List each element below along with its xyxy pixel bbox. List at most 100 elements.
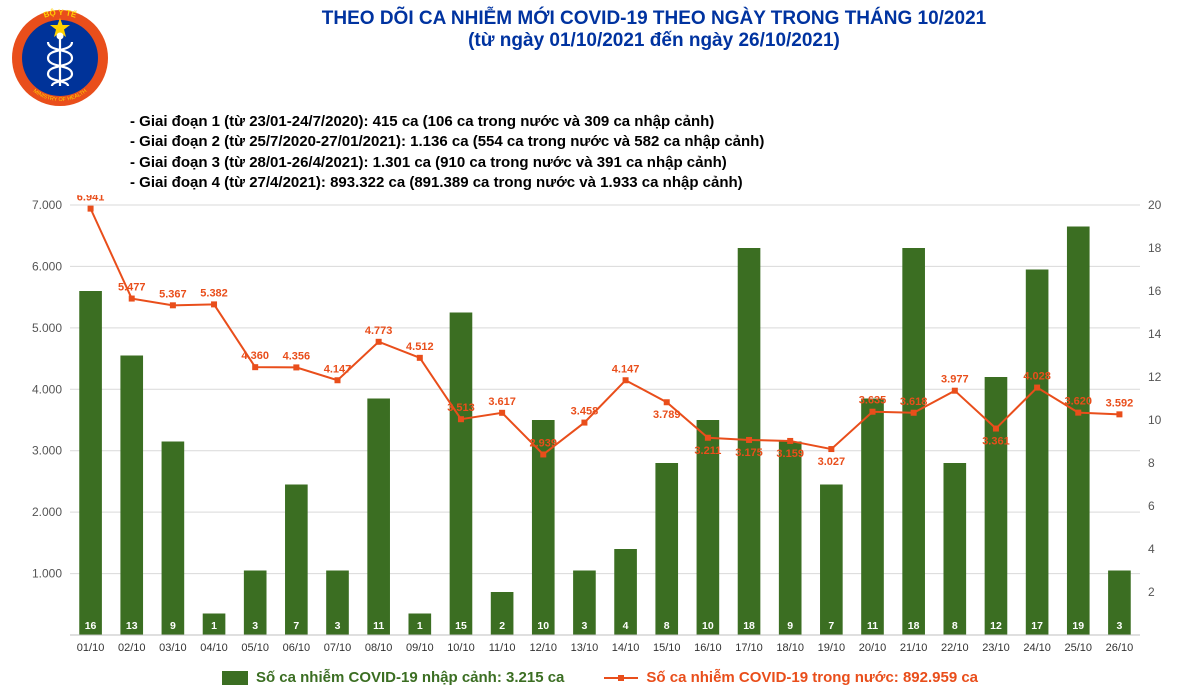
legend-text: Số ca nhiễm COVID-19 nhập cảnh: 3.215 ca [256,669,564,686]
x-tick-label: 07/10 [324,642,352,654]
bar-value-label: 18 [908,620,920,632]
line-marker [911,410,917,416]
bar-value-label: 18 [743,620,755,632]
x-tick-label: 17/10 [735,642,763,654]
bar-value-label: 3 [1117,620,1123,632]
title-line-1: THEO DÕI CA NHIỄM MỚI COVID-19 THEO NGÀY… [118,8,1190,30]
bar [943,463,966,635]
bar-value-label: 11 [867,620,878,632]
bar-value-label: 8 [952,620,958,632]
line-value-label: 3.789 [653,409,681,421]
x-tick-label: 23/10 [982,642,1010,654]
title-block: THEO DÕI CA NHIỄM MỚI COVID-19 THEO NGÀY… [118,8,1190,52]
y-right-tick: 2 [1148,585,1155,599]
bar-value-label: 19 [1072,620,1084,632]
bar-value-label: 10 [702,620,714,632]
bar-value-label: 1 [417,620,423,632]
y-left-tick: 6.000 [32,259,62,273]
line-marker [1075,410,1081,416]
y-right-tick: 6 [1148,499,1155,513]
bar-value-label: 3 [582,620,588,632]
note-line: - Giai đoạn 3 (từ 28/01-26/4/2021): 1.30… [130,153,1190,173]
line-value-label: 4.028 [1023,371,1051,383]
y-left-tick: 4.000 [32,382,62,396]
bar-value-label: 16 [85,620,97,632]
line-value-label: 3.635 [859,395,887,407]
line-value-label: 3.361 [982,436,1010,448]
y-right-tick: 14 [1148,327,1162,341]
bar [820,485,843,636]
bar-value-label: 3 [252,620,258,632]
notes-block: - Giai đoạn 1 (từ 23/01-24/7/2020): 415 … [130,112,1190,193]
header: BỘ Y TẾ MINISTRY OF HEALTH THEO DÕI CA N… [10,8,1190,108]
x-tick-label: 26/10 [1106,642,1134,654]
line-marker [1034,385,1040,391]
line-marker [828,446,834,452]
bar-value-label: 3 [335,620,341,632]
y-right-tick: 18 [1148,241,1162,255]
x-tick-label: 25/10 [1065,642,1093,654]
line-value-label: 4.360 [241,350,269,362]
bar-value-label: 12 [990,620,1002,632]
line-value-label: 5.477 [118,282,146,294]
line-value-label: 4.512 [406,341,434,353]
x-tick-label: 06/10 [283,642,311,654]
line-value-label: 3.513 [447,402,475,414]
bar-value-label: 7 [828,620,834,632]
x-tick-label: 24/10 [1023,642,1051,654]
line-value-label: 3.458 [571,406,599,418]
bar-value-label: 4 [623,620,629,632]
line-value-label: 4.356 [283,350,311,362]
bar [779,442,802,636]
logo-svg: BỘ Y TẾ MINISTRY OF HEALTH [10,8,110,108]
line-value-label: 3.977 [941,374,969,386]
line-marker [581,420,587,426]
bar-value-label: 2 [499,620,505,632]
title-line-2: (từ ngày 01/10/2021 đến ngày 26/10/2021) [118,30,1190,52]
bar [985,377,1008,635]
x-tick-label: 18/10 [776,642,804,654]
bar [655,463,678,635]
legend: Số ca nhiễm COVID-19 nhập cảnh: 3.215 ca… [10,669,1190,686]
line-marker [870,409,876,415]
y-left-tick: 1.000 [32,567,62,581]
legend-swatch-line [604,671,638,685]
line-marker [170,302,176,308]
x-tick-label: 15/10 [653,642,681,654]
line-value-label: 3.211 [694,445,721,457]
line-marker [993,426,999,432]
page: BỘ Y TẾ MINISTRY OF HEALTH THEO DÕI CA N… [0,0,1200,684]
y-left-tick: 2.000 [32,505,62,519]
y-right-tick: 12 [1148,370,1162,384]
legend-item: Số ca nhiễm COVID-19 nhập cảnh: 3.215 ca [222,669,564,686]
legend-item: Số ca nhiễm COVID-19 trong nước: 892.959… [604,669,978,686]
bar-value-label: 9 [170,620,176,632]
line-marker [293,364,299,370]
line-marker [664,399,670,405]
x-tick-label: 05/10 [241,642,269,654]
y-right-tick: 16 [1148,284,1162,298]
legend-text: Số ca nhiễm COVID-19 trong nước: 892.959… [646,669,978,686]
x-tick-label: 04/10 [200,642,228,654]
x-tick-label: 13/10 [571,642,599,654]
x-tick-label: 14/10 [612,642,640,654]
x-tick-label: 20/10 [859,642,887,654]
line-marker [88,206,94,212]
line-marker [335,377,341,383]
y-left-tick: 7.000 [32,198,62,212]
line-marker [376,339,382,345]
note-line: - Giai đoạn 4 (từ 27/4/2021): 893.322 ca… [130,173,1190,193]
line-value-label: 5.367 [159,288,187,300]
x-tick-label: 09/10 [406,642,434,654]
x-tick-label: 10/10 [447,642,475,654]
line-value-label: 4.147 [612,363,640,375]
bar [861,399,884,636]
legend-swatch-bar [222,671,248,685]
line-value-label: 6.941 [77,195,105,204]
line-marker [787,438,793,444]
line-value-label: 4.773 [365,325,393,337]
line-marker [1116,411,1122,417]
x-tick-label: 22/10 [941,642,969,654]
x-tick-label: 21/10 [900,642,928,654]
line-marker [705,435,711,441]
